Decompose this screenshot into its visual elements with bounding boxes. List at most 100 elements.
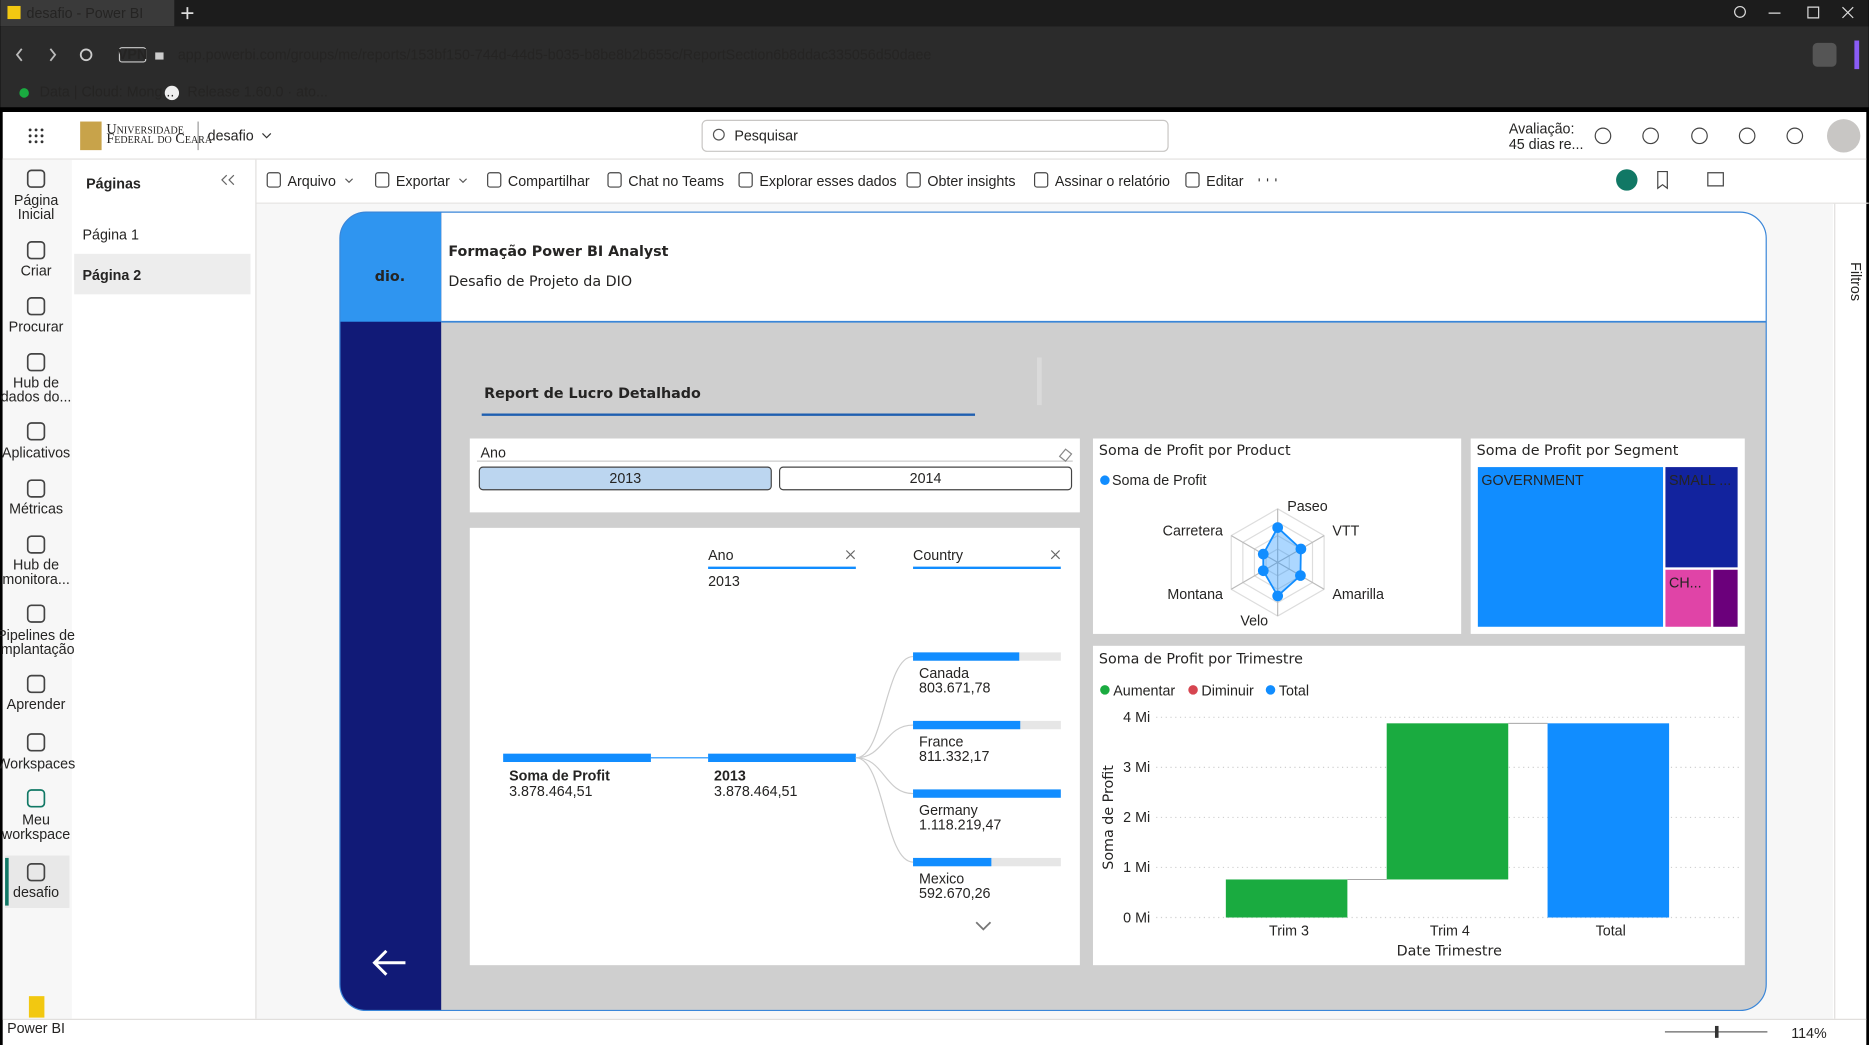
new-tab[interactable] (181, 7, 194, 20)
page-tab[interactable]: Página 2 (83, 268, 142, 284)
vpn-badge[interactable] (118, 47, 147, 63)
decomp-label[interactable]: France (919, 735, 964, 751)
slicer-option[interactable] (779, 466, 1073, 491)
header-icon[interactable] (1642, 127, 1659, 145)
header-icon[interactable] (1691, 127, 1708, 145)
expand-chevron[interactable] (975, 921, 992, 931)
nav-label[interactable]: implantação (0, 642, 75, 658)
search-box[interactable] (701, 119, 1169, 152)
history-buttons[interactable] (15, 48, 57, 62)
nav-label[interactable]: Métricas (9, 502, 63, 518)
app-launcher-dot[interactable] (28, 134, 32, 138)
clear-slicer[interactable] (1058, 448, 1073, 462)
app-launcher-dot[interactable] (28, 128, 32, 132)
app-launcher-dot[interactable] (34, 134, 38, 138)
reset-button[interactable] (1616, 169, 1638, 191)
tab-search[interactable] (1734, 5, 1746, 18)
nav-icon[interactable] (26, 733, 46, 752)
nav-label[interactable]: monitora... (2, 572, 69, 588)
treemap-tile[interactable] (1665, 467, 1738, 568)
header-icon[interactable] (1738, 127, 1756, 145)
slicer-option[interactable] (478, 466, 772, 491)
toolbar-button[interactable]: Exportar (396, 174, 450, 190)
workspace-name[interactable]: desafio (208, 129, 254, 145)
bookmark[interactable]: Data | Cloud: Mong... (40, 85, 175, 101)
header-icon[interactable] (1786, 127, 1804, 145)
back-button[interactable] (372, 949, 406, 976)
nav-label[interactable]: Pipelines de (0, 628, 75, 644)
decomp-label[interactable]: Canada (919, 666, 969, 682)
nav-label[interactable]: Página (14, 193, 59, 209)
nav-icon[interactable] (26, 479, 46, 498)
nav-label[interactable]: Hub de (13, 375, 59, 391)
nav-label[interactable]: Meu (22, 813, 50, 829)
decomp-label[interactable]: Germany (919, 803, 979, 819)
decomp-label[interactable]: 2013 (714, 768, 746, 784)
app-launcher-dot[interactable] (40, 140, 44, 144)
nav-label[interactable]: desafio (13, 885, 59, 901)
radar-point[interactable] (1257, 548, 1269, 560)
toolbar-right-icons[interactable] (1657, 170, 1724, 190)
nav-icon[interactable] (26, 422, 46, 441)
waterfall-bar[interactable] (1225, 879, 1348, 918)
decomp-bar[interactable] (913, 720, 1021, 730)
treemap-tile[interactable] (1665, 569, 1711, 627)
nav-icon[interactable] (26, 297, 46, 316)
active-tab[interactable] (0, 0, 175, 27)
treemap-tile[interactable] (1477, 467, 1664, 627)
slicer-option-label[interactable]: 2013 (609, 471, 641, 487)
decomp-bar[interactable] (913, 857, 992, 867)
radar-point[interactable] (1257, 565, 1269, 577)
decomp-remove-level[interactable] (1050, 550, 1061, 560)
decomp-bar[interactable] (708, 753, 856, 763)
header-icon[interactable] (1594, 127, 1612, 145)
decomp-bar[interactable] (913, 789, 1061, 798)
toolbar-button[interactable]: Assinar o relatório (1055, 174, 1170, 190)
nav-icon[interactable] (26, 674, 46, 694)
nav-label[interactable]: workspace (1, 827, 70, 843)
toolbar-button[interactable]: Compartilhar (508, 174, 590, 190)
nav-label[interactable]: Power BI (7, 1021, 65, 1037)
toolbar-button[interactable]: Editar (1206, 174, 1244, 190)
window-controls[interactable] (1768, 6, 1854, 19)
filters-label[interactable]: Filtros (1847, 262, 1863, 301)
nav-icon[interactable] (26, 535, 46, 554)
nav-label[interactable]: Procurar (9, 319, 64, 335)
radar-point[interactable] (1272, 522, 1284, 533)
decomp-bar[interactable] (913, 652, 1020, 661)
waterfall-bar[interactable] (1547, 723, 1670, 918)
decomp-remove-level[interactable] (845, 550, 856, 560)
app-launcher-dot[interactable] (28, 140, 32, 144)
decomp-level-header[interactable]: Ano (708, 548, 733, 564)
nav-label[interactable]: Aprender (7, 697, 66, 713)
toolbar-button[interactable]: Explorar esses dados (759, 174, 896, 190)
radar-point[interactable] (1272, 590, 1284, 602)
toolbar-button[interactable]: Arquivo (287, 174, 335, 190)
zoom-thumb[interactable] (1714, 1025, 1719, 1038)
nav-icon[interactable] (26, 353, 46, 372)
nav-icon[interactable] (26, 604, 46, 623)
bookmark[interactable]: Release 1.60.0 · ato... (187, 85, 328, 101)
nav-label[interactable]: Workspaces (0, 757, 75, 773)
nav-icon[interactable] (26, 241, 46, 260)
nav-label[interactable]: Aplicativos (2, 446, 70, 462)
app-launcher-dot[interactable] (40, 128, 44, 132)
profile-button[interactable] (1812, 42, 1837, 67)
toolbar-button[interactable]: Chat no Teams (628, 174, 724, 190)
toolbar-button[interactable]: Obter insights (927, 174, 1015, 190)
radar-point[interactable] (1295, 543, 1307, 555)
app-launcher-dot[interactable] (34, 140, 38, 144)
nav-icon[interactable] (26, 789, 46, 808)
search-placeholder[interactable]: Pesquisar (734, 129, 798, 145)
app-launcher-dot[interactable] (40, 134, 44, 138)
avatar[interactable] (1826, 119, 1861, 153)
nav-icon[interactable] (26, 863, 46, 882)
nav-label[interactable]: Hub de (13, 558, 59, 574)
workspace-chevron[interactable] (262, 133, 272, 139)
nav-icon[interactable] (26, 169, 46, 188)
radar-point[interactable] (1295, 570, 1306, 581)
decomp-level-header[interactable]: Country (913, 548, 964, 564)
nav-label[interactable]: dados do... (1, 390, 72, 406)
treemap-tile[interactable] (1713, 569, 1738, 627)
nav-label[interactable]: Criar (21, 263, 52, 279)
